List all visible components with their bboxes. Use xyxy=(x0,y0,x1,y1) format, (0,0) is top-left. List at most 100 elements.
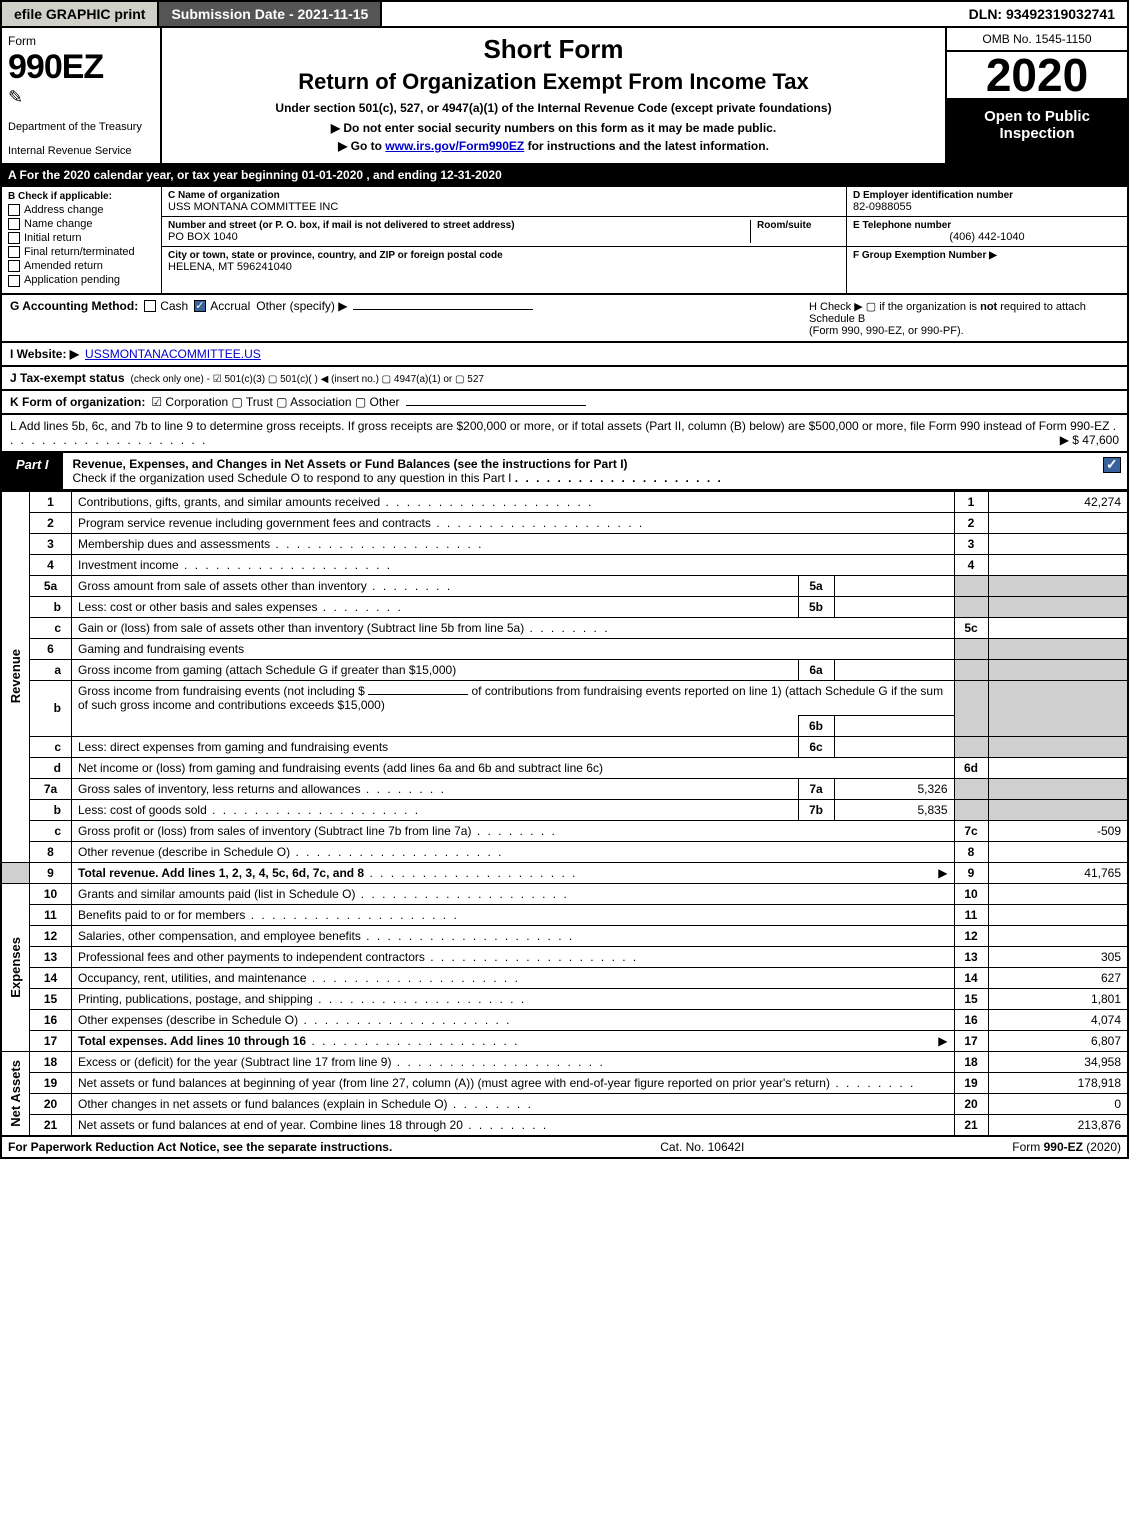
l7c-num: c xyxy=(30,820,72,841)
l5a-rnum-shade xyxy=(954,575,988,596)
g-cash[interactable]: Cash xyxy=(144,299,188,313)
l7c-value: -509 xyxy=(988,820,1128,841)
website-link[interactable]: USSMONTANACOMMITTEE.US xyxy=(85,347,261,361)
form-number: 990EZ xyxy=(8,48,154,87)
block-b-checkboxes: B Check if applicable: Address change Na… xyxy=(2,187,162,293)
line-7a: 7a Gross sales of inventory, less return… xyxy=(1,778,1128,799)
part-i-title-text: Revenue, Expenses, and Changes in Net As… xyxy=(73,457,628,471)
h-box: H Check ▶ ▢ if the organization is not r… xyxy=(809,300,1119,337)
i-label: I Website: ▶ xyxy=(10,347,79,361)
g-accrual[interactable]: Accrual xyxy=(194,299,250,313)
l12-value xyxy=(988,925,1128,946)
l6d-value xyxy=(988,757,1128,778)
expenses-section-label: Expenses xyxy=(1,883,30,1051)
l6c-mid: 6c xyxy=(798,736,834,757)
l6c-rval-shade xyxy=(988,736,1128,757)
chk-application-pending-label: Application pending xyxy=(24,274,120,286)
line-7b: b Less: cost of goods sold 7b 5,835 xyxy=(1,799,1128,820)
l11-desc: Benefits paid to or for members xyxy=(72,904,955,925)
block-d-e-f: D Employer identification number 82-0988… xyxy=(847,187,1127,293)
line-8: 8 Other revenue (describe in Schedule O)… xyxy=(1,841,1128,862)
line-5b: b Less: cost or other basis and sales ex… xyxy=(1,596,1128,617)
g-other[interactable]: Other (specify) ▶ xyxy=(256,299,347,313)
l16-desc: Other expenses (describe in Schedule O) xyxy=(72,1009,955,1030)
open-to-public: Open to Public Inspection xyxy=(947,100,1127,163)
l3-num: 3 xyxy=(30,533,72,554)
l6b-amount-input[interactable] xyxy=(368,694,468,695)
l5a-rval-shade xyxy=(988,575,1128,596)
l6b-rval-shade xyxy=(988,680,1128,736)
l7a-rval-shade xyxy=(988,778,1128,799)
l7b-midval: 5,835 xyxy=(834,799,954,820)
l6d-rnum: 6d xyxy=(954,757,988,778)
g-accrual-label: Accrual xyxy=(210,299,250,313)
l20-desc: Other changes in net assets or fund bala… xyxy=(72,1093,955,1114)
l12-desc: Salaries, other compensation, and employ… xyxy=(72,925,955,946)
return-title: Return of Organization Exempt From Incom… xyxy=(172,69,935,95)
l4-num: 4 xyxy=(30,554,72,575)
l21-num: 21 xyxy=(30,1114,72,1136)
l19-rnum: 19 xyxy=(954,1072,988,1093)
l10-num: 10 xyxy=(30,883,72,904)
line-1: Revenue 1 Contributions, gifts, grants, … xyxy=(1,491,1128,512)
l17-value: 6,807 xyxy=(988,1030,1128,1051)
l6a-mid: 6a xyxy=(798,659,834,680)
chk-final-return[interactable]: Final return/terminated xyxy=(8,246,155,258)
footer-formref: Form 990-EZ (2020) xyxy=(1012,1140,1121,1154)
l1-desc: Contributions, gifts, grants, and simila… xyxy=(72,491,955,512)
l5c-num: c xyxy=(30,617,72,638)
chk-initial-return[interactable]: Initial return xyxy=(8,232,155,244)
l7a-rnum-shade xyxy=(954,778,988,799)
l6b-mid: 6b xyxy=(798,715,834,736)
chk-address-change[interactable]: Address change xyxy=(8,204,155,216)
l12-rnum: 12 xyxy=(954,925,988,946)
k-other-input[interactable] xyxy=(406,405,586,406)
l4-desc: Investment income xyxy=(72,554,955,575)
chk-final-return-label: Final return/terminated xyxy=(24,246,135,258)
phone-row: E Telephone number (406) 442-1040 xyxy=(847,217,1127,247)
l5a-desc: Gross amount from sale of assets other t… xyxy=(72,575,799,596)
l6a-num: a xyxy=(30,659,72,680)
l7b-rnum-shade xyxy=(954,799,988,820)
l9-rnum: 9 xyxy=(954,862,988,883)
l9-arrow-icon: ▶ xyxy=(938,866,947,880)
chk-name-change[interactable]: Name change xyxy=(8,218,155,230)
l18-desc: Excess or (deficit) for the year (Subtra… xyxy=(72,1051,955,1072)
l5a-mid: 5a xyxy=(798,575,834,596)
l6-num: 6 xyxy=(30,638,72,659)
instr-no-ssn: ▶ Do not enter social security numbers o… xyxy=(172,121,935,135)
part-i-schedule-o-checkbox[interactable] xyxy=(1103,457,1121,473)
line-5c: c Gain or (loss) from sale of assets oth… xyxy=(1,617,1128,638)
l2-value xyxy=(988,512,1128,533)
g-label: G Accounting Method: xyxy=(10,299,138,313)
footer-catno: Cat. No. 10642I xyxy=(660,1140,744,1154)
l16-num: 16 xyxy=(30,1009,72,1030)
efile-print-button[interactable]: efile GRAPHIC print xyxy=(2,2,159,26)
row-j: J Tax-exempt status (check only one) - ☑… xyxy=(0,367,1129,391)
l7b-num: b xyxy=(30,799,72,820)
line-6: 6 Gaming and fundraising events xyxy=(1,638,1128,659)
g-other-input[interactable] xyxy=(353,309,533,310)
line-16: 16 Other expenses (describe in Schedule … xyxy=(1,1009,1128,1030)
l6a-rnum-shade xyxy=(954,659,988,680)
l1-value: 42,274 xyxy=(988,491,1128,512)
street-row: Number and street (or P. O. box, if mail… xyxy=(162,217,846,247)
irs-link[interactable]: www.irs.gov/Form990EZ xyxy=(385,139,524,153)
l5c-desc: Gain or (loss) from sale of assets other… xyxy=(72,617,955,638)
l21-desc: Net assets or fund balances at end of ye… xyxy=(72,1114,955,1136)
l5a-num: 5a xyxy=(30,575,72,596)
l6a-desc: Gross income from gaming (attach Schedul… xyxy=(72,659,799,680)
l7b-mid: 7b xyxy=(798,799,834,820)
instr-goto: ▶ Go to www.irs.gov/Form990EZ for instru… xyxy=(172,139,935,153)
chk-amended-return[interactable]: Amended return xyxy=(8,260,155,272)
header-right-col: OMB No. 1545-1150 2020 Open to Public In… xyxy=(947,28,1127,163)
instr-goto-prefix: ▶ Go to xyxy=(338,139,385,153)
chk-application-pending[interactable]: Application pending xyxy=(8,274,155,286)
l6c-midval xyxy=(834,736,954,757)
l20-num: 20 xyxy=(30,1093,72,1114)
l14-num: 14 xyxy=(30,967,72,988)
h-text3: (Form 990, 990-EZ, or 990-PF). xyxy=(809,325,964,337)
l20-value: 0 xyxy=(988,1093,1128,1114)
l6-rnum-shade xyxy=(954,638,988,659)
dept-treasury: Department of the Treasury xyxy=(8,121,154,133)
